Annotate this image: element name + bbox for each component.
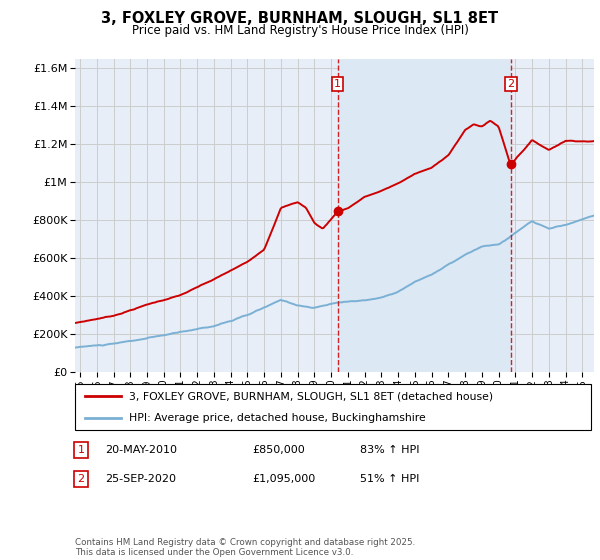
Text: HPI: Average price, detached house, Buckinghamshire: HPI: Average price, detached house, Buck… (129, 413, 426, 423)
Text: Price paid vs. HM Land Registry's House Price Index (HPI): Price paid vs. HM Land Registry's House … (131, 24, 469, 36)
Text: 3, FOXLEY GROVE, BURNHAM, SLOUGH, SL1 8ET (detached house): 3, FOXLEY GROVE, BURNHAM, SLOUGH, SL1 8E… (129, 391, 493, 402)
Text: 83% ↑ HPI: 83% ↑ HPI (360, 445, 419, 455)
Text: £850,000: £850,000 (252, 445, 305, 455)
Text: 3, FOXLEY GROVE, BURNHAM, SLOUGH, SL1 8ET: 3, FOXLEY GROVE, BURNHAM, SLOUGH, SL1 8E… (101, 11, 499, 26)
Text: 51% ↑ HPI: 51% ↑ HPI (360, 474, 419, 484)
Text: 25-SEP-2020: 25-SEP-2020 (105, 474, 176, 484)
Text: 1: 1 (334, 79, 341, 89)
Text: 1: 1 (77, 445, 85, 455)
Text: 2: 2 (507, 79, 514, 89)
Text: 2: 2 (77, 474, 85, 484)
Bar (338, 59, 511, 372)
Text: Contains HM Land Registry data © Crown copyright and database right 2025.
This d: Contains HM Land Registry data © Crown c… (75, 538, 415, 557)
Text: £1,095,000: £1,095,000 (252, 474, 315, 484)
Text: 20-MAY-2010: 20-MAY-2010 (105, 445, 177, 455)
FancyBboxPatch shape (75, 384, 591, 430)
